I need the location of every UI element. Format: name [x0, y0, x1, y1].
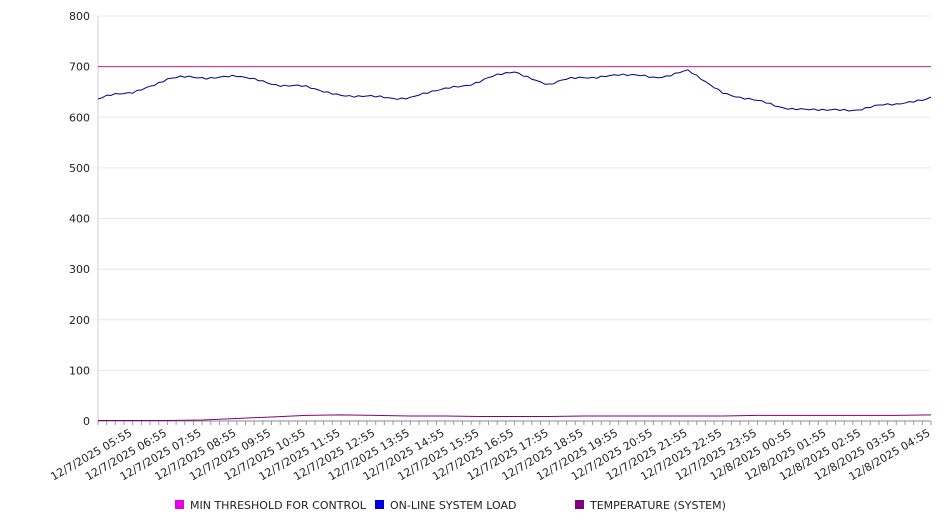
y-tick-label: 300 [69, 263, 90, 276]
series-lines [97, 66, 932, 421]
legend-item: ON-LINE SYSTEM LOAD [375, 499, 516, 512]
axes [97, 16, 932, 425]
y-tick-label: 600 [69, 111, 90, 124]
series-line-temperature-system [98, 414, 932, 421]
legend-item: MIN THRESHOLD FOR CONTROL [175, 499, 367, 512]
legend-swatch [375, 500, 384, 509]
legend-swatch [175, 500, 184, 509]
y-tick-label: 500 [69, 162, 90, 175]
grid-lines [98, 15, 931, 371]
legend-label: MIN THRESHOLD FOR CONTROL [190, 499, 367, 512]
y-tick-label: 400 [69, 213, 90, 226]
y-tick-label: 0 [83, 415, 90, 428]
legend: MIN THRESHOLD FOR CONTROL ON-LINE SYSTEM … [175, 499, 726, 512]
legend-item: TEMPERATURE (SYSTEM) [575, 499, 726, 512]
y-tick-label: 800 [69, 10, 90, 23]
y-tick-label: 700 [69, 61, 90, 74]
y-tick-label: 200 [69, 314, 90, 327]
y-tick-label: 100 [69, 364, 90, 377]
legend-label: ON-LINE SYSTEM LOAD [390, 499, 516, 512]
legend-swatch [575, 500, 584, 509]
series-line-on-line-system-load [97, 69, 932, 112]
legend-label: TEMPERATURE (SYSTEM) [589, 499, 726, 512]
y-tick-labels: 0 100 200 300 400 500 600 700 800 [69, 10, 90, 428]
